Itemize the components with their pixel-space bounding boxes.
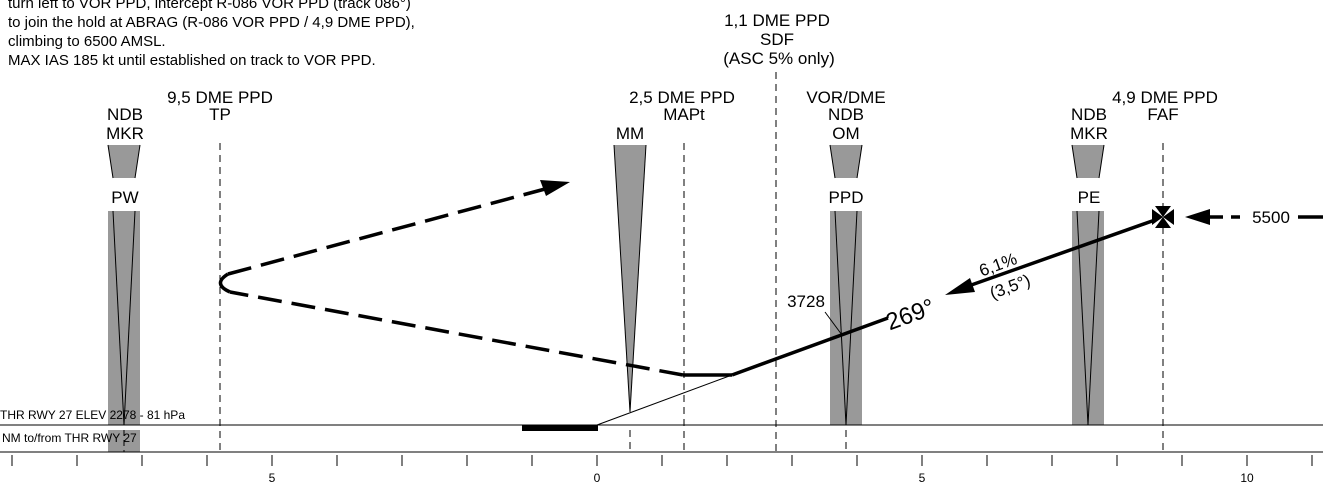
sdf-label: SDF (760, 30, 794, 49)
missed-approach-line-2: to join the hold at ABRAG (R-086 VOR PPD… (8, 14, 415, 31)
altitude-5500-label: 5500 (1252, 208, 1290, 227)
tp-dme-label: 9,5 DME PPD (167, 88, 273, 107)
threshold-elevation-label: THR RWY 27 ELEV 2278 - 81 hPa (0, 408, 185, 422)
ppd-ident-label: PPD (829, 188, 864, 207)
axis-label-0: 0 (594, 471, 601, 484)
pe-mkr-label: MKR (1070, 124, 1108, 143)
final-approach-segment (959, 218, 1156, 291)
pe-ndb-label: NDB (1071, 105, 1107, 124)
tp-label: TP (209, 105, 231, 124)
missed-approach-line-4: MAX IAS 185 kt until established on trac… (8, 52, 376, 69)
descent-path-segment (731, 316, 889, 377)
check-altitude-label: 3728 (787, 292, 825, 311)
final-approach-arrowhead (945, 278, 975, 295)
missed-approach-arrowhead (540, 180, 570, 196)
axis-label-5-right: 5 (919, 471, 926, 484)
ppd-marker-cone (829, 144, 863, 426)
pw-mkr-label: MKR (106, 124, 144, 143)
axis-label-10: 10 (1240, 471, 1254, 484)
ppd-vordme-label: VOR/DME (806, 88, 885, 107)
sdf-asc-note: (ASC 5% only) (723, 49, 834, 68)
pe-ident-label: PE (1078, 188, 1101, 207)
nm-label: NM to/from THR RWY 27 (2, 431, 137, 445)
glide-extension-line (596, 374, 733, 426)
check-altitude-leader (824, 311, 843, 336)
mm-label: MM (616, 124, 644, 143)
missed-approach-line-1: turn left to VOR PPD, intercept R-086 VO… (8, 0, 411, 12)
mapt-label: MAPt (663, 105, 705, 124)
pw-ident-label: PW (111, 188, 138, 207)
sdf-dme-label: 1,1 DME PPD (724, 11, 830, 30)
faf-maltese-cross-icon (1152, 206, 1174, 228)
pe-marker-cone (1071, 144, 1105, 426)
missed-approach-line-3: climbing to 6500 AMSL. (8, 33, 166, 50)
ppd-ndb-label: NDB (828, 105, 864, 124)
mm-marker-cone (613, 144, 647, 413)
pw-marker-cone (107, 144, 141, 452)
missed-approach-path (218, 187, 684, 377)
pw-ndb-label: NDB (107, 105, 143, 124)
faf-label: FAF (1147, 105, 1178, 124)
distance-axis-ticks (11, 455, 1313, 466)
inbound-arrow-5500 (1185, 209, 1323, 225)
ppd-om-label: OM (832, 124, 859, 143)
runway-bar (522, 425, 598, 431)
mapt-dme-label: 2,5 DME PPD (629, 88, 735, 107)
faf-dme-label: 4,9 DME PPD (1112, 88, 1218, 107)
track-label: 269° (882, 294, 938, 336)
axis-label-5-left: 5 (269, 471, 276, 484)
